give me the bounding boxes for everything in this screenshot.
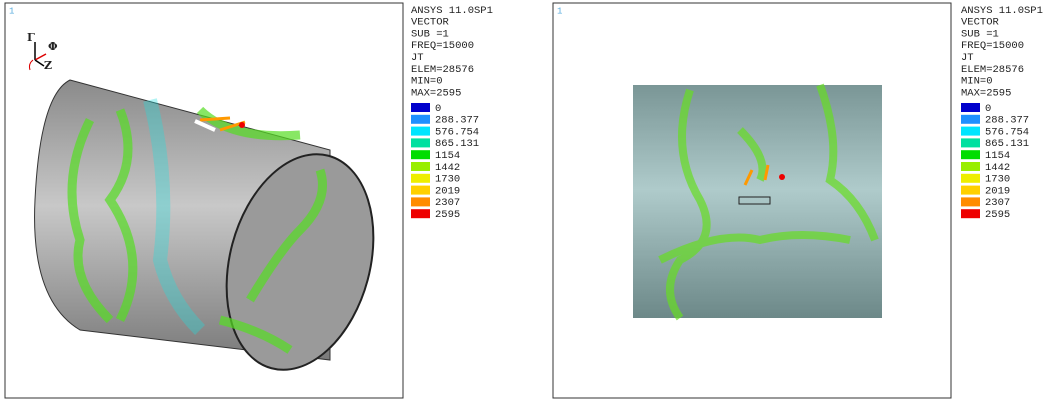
legend-swatch bbox=[411, 150, 430, 159]
screenshot: 1ANSYS 11.0SP1VECTORSUB =1FREQ=15000JTEL… bbox=[0, 0, 1056, 401]
legend-label: 0 bbox=[435, 103, 441, 115]
info-line: SUB =1 bbox=[411, 28, 449, 40]
legend-swatch bbox=[411, 138, 430, 147]
info-line: ELEM=28576 bbox=[961, 64, 1024, 76]
legend-label: 2019 bbox=[435, 185, 460, 197]
legend-label: 576.754 bbox=[435, 126, 479, 138]
legend-swatch bbox=[411, 103, 430, 112]
legend-swatch bbox=[961, 103, 980, 112]
legend-label: 0 bbox=[985, 103, 991, 115]
legend-label: 576.754 bbox=[985, 126, 1029, 138]
info-line: MIN=0 bbox=[961, 76, 993, 88]
legend-swatch bbox=[411, 186, 430, 195]
legend-swatch bbox=[411, 174, 430, 183]
legend-swatch bbox=[961, 115, 980, 124]
info-line: MIN=0 bbox=[411, 76, 443, 88]
info-line: JT bbox=[411, 52, 424, 64]
legend-swatch bbox=[411, 162, 430, 171]
legend-label: 2595 bbox=[985, 209, 1010, 221]
legend-label: 288.377 bbox=[985, 115, 1029, 127]
info-line: FREQ=15000 bbox=[411, 40, 474, 52]
legend-label: 288.377 bbox=[435, 115, 479, 127]
legend-swatch bbox=[411, 209, 430, 218]
info-line: JT bbox=[961, 52, 974, 64]
viewport-number: 1 bbox=[9, 6, 14, 16]
legend-label: 1442 bbox=[435, 162, 460, 174]
legend-label: 865.131 bbox=[985, 138, 1029, 150]
info-line: ELEM=28576 bbox=[411, 64, 474, 76]
legend-swatch bbox=[961, 138, 980, 147]
info-line: VECTOR bbox=[961, 17, 1000, 29]
legend-swatch bbox=[961, 174, 980, 183]
axis-label: Φ bbox=[48, 40, 58, 53]
legend-label: 2307 bbox=[985, 197, 1010, 209]
legend-label: 1154 bbox=[435, 150, 460, 162]
info-line: MAX=2595 bbox=[961, 87, 1011, 99]
legend-swatch bbox=[961, 162, 980, 171]
legend-label: 1154 bbox=[985, 150, 1010, 162]
legend-swatch bbox=[961, 150, 980, 159]
info-line: MAX=2595 bbox=[411, 87, 461, 99]
unwrapped-model bbox=[633, 85, 882, 318]
viewport-number: 1 bbox=[557, 6, 562, 16]
legend-label: 2307 bbox=[435, 197, 460, 209]
axis-label: Z bbox=[44, 59, 52, 72]
legend-swatch bbox=[961, 209, 980, 218]
legend-label: 1730 bbox=[985, 174, 1010, 186]
info-line: ANSYS 11.0SP1 bbox=[411, 5, 493, 17]
legend-swatch bbox=[411, 197, 430, 206]
info-line: FREQ=15000 bbox=[961, 40, 1024, 52]
legend-swatch bbox=[961, 197, 980, 206]
legend-swatch bbox=[961, 127, 980, 136]
info-line: ANSYS 11.0SP1 bbox=[961, 5, 1043, 17]
legend-label: 1442 bbox=[985, 162, 1010, 174]
axis-label: Γ bbox=[27, 31, 35, 44]
legend-label: 2019 bbox=[985, 185, 1010, 197]
info-line: SUB =1 bbox=[961, 28, 999, 40]
info-line: VECTOR bbox=[411, 17, 450, 29]
legend-swatch bbox=[411, 115, 430, 124]
legend-label: 865.131 bbox=[435, 138, 479, 150]
legend-swatch bbox=[961, 186, 980, 195]
legend-swatch bbox=[411, 127, 430, 136]
legend-label: 2595 bbox=[435, 209, 460, 221]
legend-label: 1730 bbox=[435, 174, 460, 186]
